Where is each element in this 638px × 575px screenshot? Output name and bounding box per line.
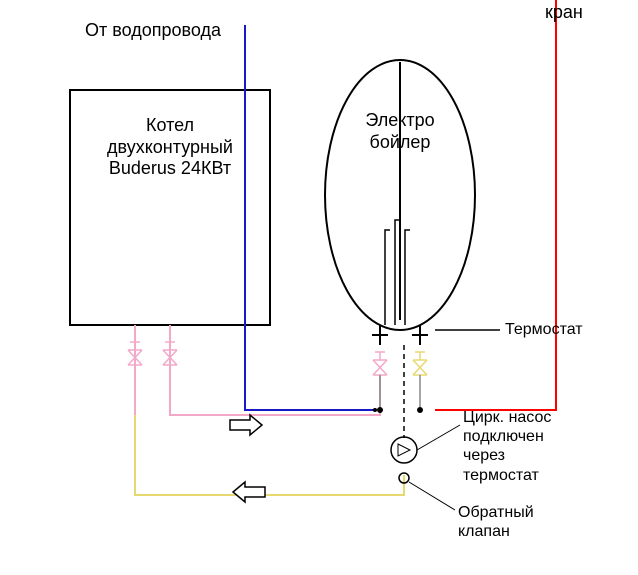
label-kran: кран (545, 2, 583, 24)
boiler-line1: Котел (80, 115, 260, 137)
heater-line1: Электро (340, 110, 460, 132)
diagram-canvas: кран От водопровода Котел двухконтурный … (0, 0, 638, 575)
pump-line4: термостат (463, 466, 551, 485)
pump-line2: подключен (463, 427, 551, 446)
pump-arrow (398, 444, 410, 456)
pump-leader (417, 425, 460, 450)
cv-line2: клапан (458, 522, 534, 541)
label-vodoprovod: От водопровода (85, 20, 221, 42)
label-checkvalve: Обратный клапан (458, 503, 534, 541)
pump-line1: Цирк. насос (463, 408, 551, 427)
yellow-pipe (135, 415, 404, 495)
valve-tank-left (373, 352, 387, 375)
label-thermostat: Термостат (505, 320, 583, 339)
valve-tank-right (413, 352, 427, 375)
flow-arrow-right (230, 415, 262, 435)
label-heater: Электро бойлер (340, 110, 460, 153)
heater-element (385, 220, 410, 325)
circ-pump (391, 437, 417, 463)
cold-water-pipe (245, 25, 375, 410)
label-boiler: Котел двухконтурный Buderus 24КВт (80, 115, 260, 180)
flow-arrow-left (233, 482, 265, 502)
heater-line2: бойлер (340, 132, 460, 154)
pink-pipe-2 (170, 325, 380, 415)
boiler-line3: Buderus 24КВт (80, 158, 260, 180)
diagram-svg (0, 0, 638, 575)
label-pump: Цирк. насос подключен через термостат (463, 408, 551, 485)
cv-line1: Обратный (458, 503, 534, 522)
boiler-line2: двухконтурный (80, 137, 260, 159)
pump-line3: через (463, 446, 551, 465)
checkvalve-leader (409, 482, 455, 510)
hot-water-pipe (435, 0, 556, 410)
